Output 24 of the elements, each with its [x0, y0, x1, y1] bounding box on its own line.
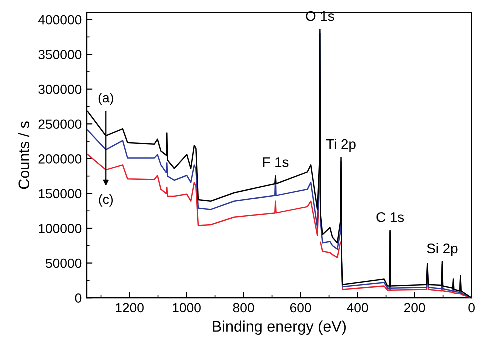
y-axis-title: Counts / s	[18, 122, 30, 190]
y-tick-label: 100000	[39, 224, 82, 234]
y-tick-label: 250000	[38, 120, 82, 130]
x-tick-label: 600	[290, 303, 312, 313]
y-tick-label: 150000	[39, 189, 82, 199]
annotation: F 1s	[263, 158, 289, 168]
y-tick-label: 0	[75, 294, 82, 303]
x-tick-label: 800	[233, 303, 254, 313]
y-tick-label: 300000	[38, 84, 82, 94]
x-tick-label: 1000	[173, 303, 201, 313]
annotation: (a)	[98, 92, 114, 106]
x-tick-label: 0	[468, 303, 475, 313]
annotation: Ti 2p	[326, 139, 356, 152]
y-tick-label: 400000	[38, 15, 82, 25]
x-axis-title: Binding energy (eV)	[213, 320, 346, 336]
x-tick-label: 200	[404, 303, 426, 313]
x-tick-label: 1200	[116, 303, 144, 313]
y-tick-label: 200000	[38, 154, 82, 164]
y-tick-label: 350000	[38, 50, 82, 60]
y-tick-label: 50000	[46, 258, 82, 268]
annotation: Si 2p	[427, 243, 458, 256]
x-tick-label: 400	[347, 303, 368, 313]
annotation: (c)	[99, 194, 113, 207]
annotation: C 1s	[376, 212, 404, 222]
